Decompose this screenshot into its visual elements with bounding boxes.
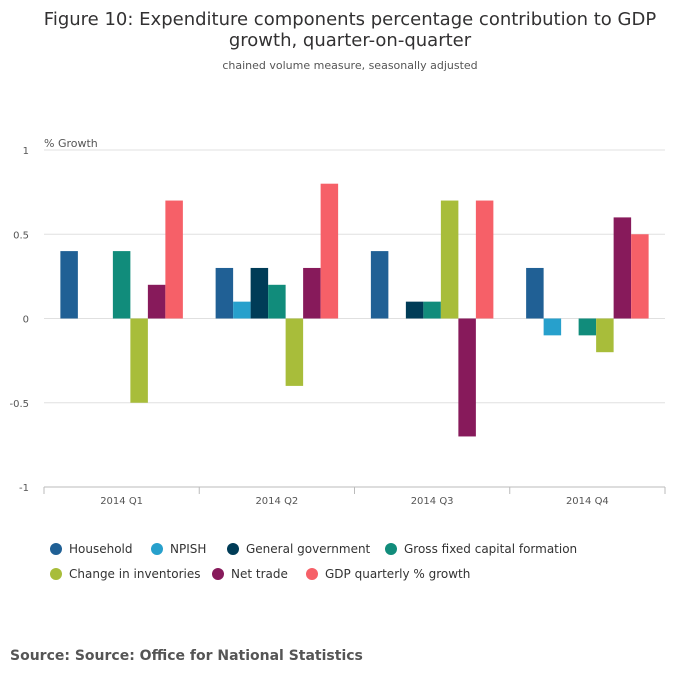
bar-gross-fixed-capital-formation-2014-q1 <box>112 251 131 319</box>
chart-title-line-2: growth, quarter-on-quarter <box>229 30 472 51</box>
legend-swatch-household <box>50 543 62 555</box>
legend-label-general-government: General government <box>246 542 371 556</box>
bar-household-2014-q4 <box>526 267 544 319</box>
y-tick-label: 0.5 <box>13 230 29 241</box>
bar-gross-fixed-capital-formation-2014-q4 <box>578 318 597 336</box>
bar-gdp-quarterly-growth-2014-q1 <box>165 200 183 319</box>
bar-general-government-2014-q2 <box>250 267 269 319</box>
legend-swatch-gross-fixed-capital-formation <box>385 543 397 555</box>
legend-label-net-trade: Net trade <box>231 567 288 581</box>
bar-household-2014-q1 <box>60 251 78 319</box>
legend-label-household: Household <box>69 542 133 556</box>
y-tick-label: -0.5 <box>9 399 29 410</box>
bar-net-trade-2014-q4 <box>613 217 632 319</box>
chart-subtitle: chained volume measure, seasonally adjus… <box>222 59 477 72</box>
y-axis-ticks: 1 0.5 0 -0.5 -1 <box>9 146 29 494</box>
legend-swatch-change-in-inventories <box>50 568 62 580</box>
legend: Household NPISH General government Gross fi… <box>50 542 577 581</box>
bars <box>60 183 649 437</box>
legend-swatch-npish <box>151 543 163 555</box>
x-tick-label: 2014 Q3 <box>411 496 454 507</box>
y-tick-label: 0 <box>23 315 29 326</box>
bar-gross-fixed-capital-formation-2014-q2 <box>268 284 286 319</box>
bar-change-in-inventories-2014-q4 <box>596 318 614 353</box>
bar-net-trade-2014-q1 <box>147 284 166 319</box>
legend-swatch-gdp-quarterly-growth <box>306 568 318 580</box>
chart-title-line-1: Figure 10: Expenditure components percen… <box>44 9 657 30</box>
bar-change-in-inventories-2014-q1 <box>130 318 148 403</box>
source-note: Source: Source: Office for National Stat… <box>10 648 363 664</box>
bar-net-trade-2014-q3 <box>458 318 476 437</box>
bar-gdp-quarterly-growth-2014-q4 <box>631 234 649 319</box>
x-tick-label: 2014 Q1 <box>100 496 143 507</box>
y-tick-label: 1 <box>23 146 29 157</box>
legend-label-gdp-quarterly-growth: GDP quarterly % growth <box>325 567 470 581</box>
y-tick-label: -1 <box>19 483 29 494</box>
bar-change-in-inventories-2014-q3 <box>440 200 459 319</box>
bar-npish-2014-q4 <box>543 318 562 336</box>
bar-gross-fixed-capital-formation-2014-q3 <box>423 301 441 319</box>
bar-household-2014-q2 <box>215 267 234 319</box>
x-tick-label: 2014 Q2 <box>255 496 298 507</box>
legend-label-change-in-inventories: Change in inventories <box>69 567 201 581</box>
bar-change-in-inventories-2014-q2 <box>285 318 304 386</box>
legend-swatch-general-government <box>227 543 239 555</box>
legend-label-npish: NPISH <box>170 542 206 556</box>
y-axis-label: % Growth <box>44 137 98 150</box>
x-tick-label: 2014 Q4 <box>566 496 609 507</box>
bar-net-trade-2014-q2 <box>303 267 321 319</box>
x-axis: 2014 Q1 2014 Q2 2014 Q3 2014 Q4 <box>43 486 666 507</box>
bar-household-2014-q3 <box>370 251 389 319</box>
legend-swatch-net-trade <box>212 568 224 580</box>
bar-gdp-quarterly-growth-2014-q2 <box>320 183 339 319</box>
bar-general-government-2014-q3 <box>405 301 424 319</box>
bar-gdp-quarterly-growth-2014-q3 <box>475 200 494 319</box>
legend-label-gross-fixed-capital-formation: Gross fixed capital formation <box>404 542 577 556</box>
bar-npish-2014-q2 <box>233 301 251 319</box>
